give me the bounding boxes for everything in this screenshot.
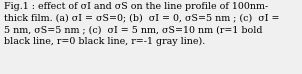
Text: Fig.1 : effect of σI and σS on the line profile of 100nm-
thick film. (a) σI = σ: Fig.1 : effect of σI and σS on the line …: [4, 2, 279, 46]
